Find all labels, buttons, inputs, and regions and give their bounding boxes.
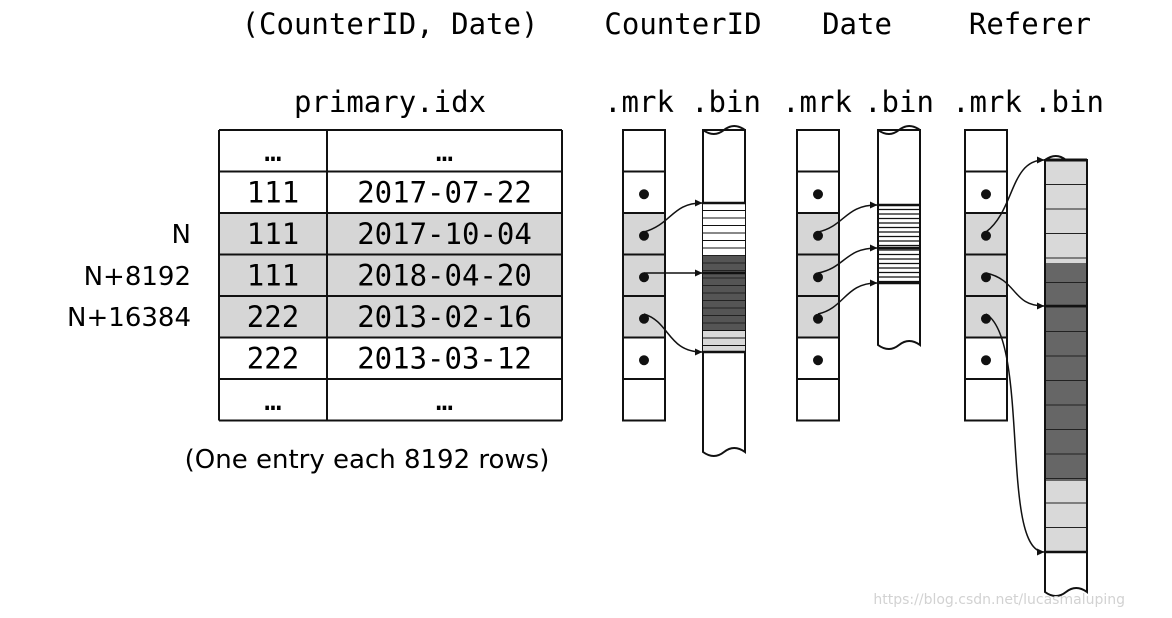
mrk-dot xyxy=(981,272,991,283)
index-row-bg xyxy=(219,130,562,172)
mrk-cell xyxy=(796,129,840,173)
caption: (One entry each 8192 rows) xyxy=(185,445,550,475)
column-header-date: Date xyxy=(822,7,892,41)
index-cell-date: 2017-10-04 xyxy=(357,217,532,251)
counterid-bin-column xyxy=(702,125,746,457)
referer-bin-granule-2 xyxy=(1045,263,1087,306)
index-cell-date: … xyxy=(436,383,453,417)
mrk-dot xyxy=(813,313,823,324)
mrk-dot xyxy=(639,313,649,324)
counterid-arrow-3 xyxy=(643,313,703,356)
referer-arrow-1 xyxy=(985,156,1045,233)
date-mrk-label: .mrk xyxy=(782,85,852,119)
row-label-n: N xyxy=(172,220,191,250)
date-bin-column xyxy=(877,125,921,350)
index-cell-counterid: 222 xyxy=(247,300,299,334)
counterid-mrk-label: .mrk xyxy=(604,85,674,119)
index-key-header: (CounterID, Date) xyxy=(242,7,539,41)
date-arrows xyxy=(817,201,878,315)
index-cell-counterid: 111 xyxy=(247,258,299,292)
referer-bin-granule-4 xyxy=(1045,481,1087,552)
index-row-bg xyxy=(219,213,562,255)
date-mrk-column xyxy=(796,129,840,422)
index-row-bg xyxy=(219,254,562,296)
counterid-arrow-1 xyxy=(643,199,703,233)
referer-bin-granule-3 xyxy=(1045,306,1087,481)
referer-bin-column xyxy=(1044,155,1088,597)
index-cell-counterid: 222 xyxy=(247,341,299,375)
referer-arrow-2 xyxy=(985,272,1045,310)
mrk-cell xyxy=(796,378,840,422)
counterid-bin-top-cut xyxy=(702,125,746,135)
index-cell-date: 2018-04-20 xyxy=(357,258,532,292)
date-arrow-2 xyxy=(817,244,878,274)
referer-mrk-column xyxy=(964,129,1008,422)
date-bin-top-cut xyxy=(877,125,921,135)
mrk-cell xyxy=(622,378,666,422)
mrk-dot xyxy=(639,189,649,200)
date-arrow-1 xyxy=(817,201,878,233)
date-bin-label: .bin xyxy=(864,85,934,119)
mrk-dot xyxy=(981,230,991,241)
mrk-dot xyxy=(813,355,823,366)
index-row-bg xyxy=(219,171,562,213)
date-arrow-3 xyxy=(817,279,878,315)
counterid-mrk-column xyxy=(622,129,666,422)
mrk-dot xyxy=(813,189,823,200)
index-row-bg xyxy=(219,379,562,421)
mrk-dot xyxy=(813,230,823,241)
mrk-dot xyxy=(981,313,991,324)
date-bin-outline xyxy=(877,129,921,350)
mrk-cell xyxy=(622,129,666,173)
referer-bin-label: .bin xyxy=(1034,85,1104,119)
mrk-dot xyxy=(981,189,991,200)
index-cell-date: 2013-02-16 xyxy=(357,300,532,334)
column-header-counterid: CounterID xyxy=(604,7,761,41)
counterid-bin-label: .bin xyxy=(691,85,761,119)
index-row-bg xyxy=(219,337,562,379)
mrk-dot xyxy=(639,355,649,366)
mrk-dot xyxy=(813,272,823,283)
index-row-bg xyxy=(219,296,562,338)
counterid-bin-granule-1 xyxy=(703,203,745,255)
watermark: https://blog.csdn.net/lucasmaluping xyxy=(873,592,1125,608)
primary-index-table: … … 111 2017-07-22 111 2017-10-04 111 2018-04-2… xyxy=(218,129,563,422)
referer-arrow-3 xyxy=(985,313,1045,556)
counterid-arrows xyxy=(643,199,703,356)
index-cell-counterid: 111 xyxy=(247,217,299,251)
mrk-dot xyxy=(639,230,649,241)
index-cell-counterid: 111 xyxy=(247,175,299,209)
index-cell-date: 2013-03-12 xyxy=(357,341,532,375)
primary-idx-label: primary.idx xyxy=(294,85,486,119)
row-label-n-16384: N+16384 xyxy=(67,303,191,333)
mrk-cell xyxy=(964,378,1008,422)
index-cell-counterid: … xyxy=(264,383,281,417)
index-cell-date: 2017-07-22 xyxy=(357,175,532,209)
counterid-bin-granule-3 xyxy=(703,330,745,352)
mrk-cell xyxy=(796,336,840,380)
referer-arrows xyxy=(985,156,1045,556)
date-bin-row-lines xyxy=(878,204,920,283)
index-cell-date: … xyxy=(436,134,453,168)
mrk-dot xyxy=(639,272,649,283)
referer-bin-granule-1 xyxy=(1045,160,1087,263)
mrk-cell xyxy=(964,129,1008,173)
column-header-referer: Referer xyxy=(969,7,1091,41)
index-cell-counterid: … xyxy=(264,134,281,168)
referer-bin-row-lines xyxy=(1045,184,1087,528)
mrk-dot xyxy=(981,355,991,366)
referer-mrk-label: .mrk xyxy=(952,85,1022,119)
row-label-n-8192: N+8192 xyxy=(84,262,191,292)
